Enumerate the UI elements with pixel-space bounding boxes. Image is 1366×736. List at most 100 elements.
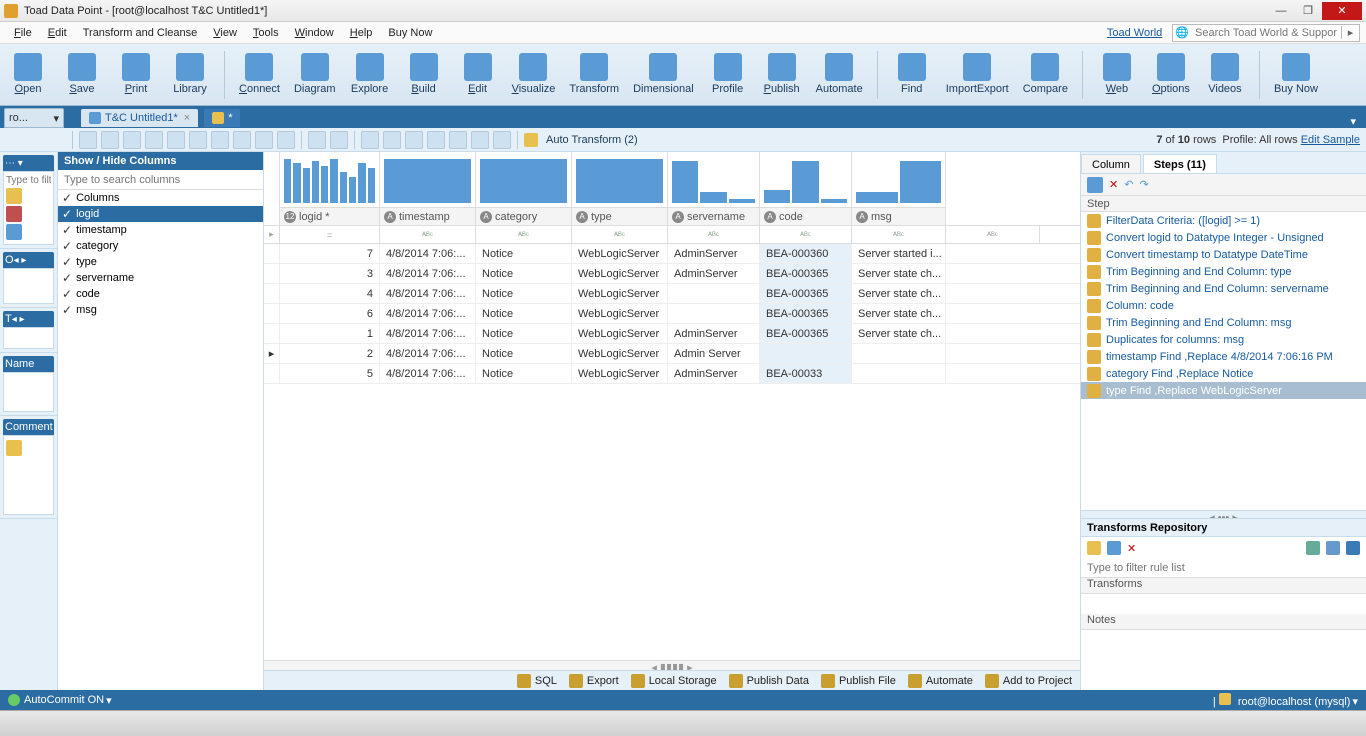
- column-item-servername[interactable]: ✓servername: [58, 270, 263, 286]
- step-item[interactable]: Convert timestamp to Datatype DateTime: [1081, 246, 1366, 263]
- bottom-automate[interactable]: Automate: [908, 674, 973, 688]
- tabs-overflow-icon[interactable]: ▾: [1344, 115, 1362, 128]
- autocommit-label[interactable]: AutoCommit ON: [24, 694, 104, 706]
- ribbon-find[interactable]: Find: [892, 53, 932, 95]
- menu-buy-now[interactable]: Buy Now: [380, 22, 440, 44]
- bottom-publish-data[interactable]: Publish Data: [729, 674, 809, 688]
- step-item[interactable]: category Find ,Replace Notice: [1081, 365, 1366, 382]
- step-item[interactable]: Trim Beginning and End Column: type: [1081, 263, 1366, 280]
- step-item[interactable]: Duplicates for columns: msg: [1081, 331, 1366, 348]
- menu-window[interactable]: Window: [287, 22, 342, 44]
- db-tree-icon[interactable]: [6, 188, 22, 204]
- ribbon-visualize[interactable]: Visualize: [512, 53, 556, 95]
- ribbon-automate[interactable]: Automate: [816, 53, 863, 95]
- table-row[interactable]: 34/8/2014 7:06:...NoticeWebLogicServerAd…: [264, 264, 1080, 284]
- column-header-timestamp[interactable]: Atimestamp: [380, 207, 475, 225]
- connection-dropdown[interactable]: ro...▾: [4, 108, 64, 128]
- step-item[interactable]: FilterData Criteria: ([logid] >= 1): [1081, 212, 1366, 229]
- filter-cell[interactable]: ᴬᴮᶜ: [946, 226, 1040, 243]
- tool-refresh-icon[interactable]: [145, 131, 163, 149]
- ribbon-publish[interactable]: Publish: [762, 53, 802, 95]
- ribbon-diagram[interactable]: Diagram: [294, 53, 336, 95]
- column-header-servername[interactable]: Aservername: [668, 207, 759, 225]
- ribbon-print[interactable]: Print: [116, 53, 156, 95]
- tool-save-icon[interactable]: [361, 131, 379, 149]
- ribbon-buy-now[interactable]: Buy Now: [1274, 53, 1318, 95]
- column-header-type[interactable]: Atype: [572, 207, 667, 225]
- ribbon-build[interactable]: Build: [404, 53, 444, 95]
- column-header-code[interactable]: Acode: [760, 207, 851, 225]
- doc-tab-new[interactable]: *: [203, 108, 241, 128]
- filter-cell[interactable]: ᴬᴮᶜ: [572, 226, 668, 243]
- step-undo-icon[interactable]: ↶: [1124, 178, 1133, 191]
- repo-delete-icon[interactable]: ✕: [1127, 542, 1136, 555]
- column-item-timestamp[interactable]: ✓timestamp: [58, 222, 263, 238]
- minimize-button[interactable]: —: [1268, 2, 1294, 20]
- tool-table-icon[interactable]: [308, 131, 326, 149]
- ribbon-connect[interactable]: Connect: [239, 53, 280, 95]
- tool-calendar-icon[interactable]: [330, 131, 348, 149]
- close-tab-icon[interactable]: ×: [184, 112, 190, 124]
- table-row[interactable]: 54/8/2014 7:06:...NoticeWebLogicServerAd…: [264, 364, 1080, 384]
- ribbon-library[interactable]: Library: [170, 53, 210, 95]
- bottom-add-to-project[interactable]: Add to Project: [985, 674, 1072, 688]
- ribbon-importexport[interactable]: ImportExport: [946, 53, 1009, 95]
- ribbon-options[interactable]: Options: [1151, 53, 1191, 95]
- column-item-code[interactable]: ✓code: [58, 286, 263, 302]
- repo-add-icon[interactable]: [1107, 541, 1121, 555]
- search-go-button[interactable]: ▸: [1341, 26, 1359, 39]
- ribbon-save[interactable]: Save: [62, 53, 102, 95]
- tool-undo-icon[interactable]: [449, 131, 467, 149]
- tool-split-icon[interactable]: [277, 131, 295, 149]
- filter-input[interactable]: [6, 175, 51, 186]
- ribbon-videos[interactable]: Videos: [1205, 53, 1245, 95]
- tool-redo-icon[interactable]: [471, 131, 489, 149]
- step-item[interactable]: Trim Beginning and End Column: servernam…: [1081, 280, 1366, 297]
- filter-cell[interactable]: ᴬᴮᶜ: [760, 226, 852, 243]
- column-item-msg[interactable]: ✓msg: [58, 302, 263, 318]
- repo-export-icon[interactable]: [1326, 541, 1340, 555]
- connection-label[interactable]: root@localhost (mysql): [1238, 696, 1351, 708]
- column-item-category[interactable]: ✓category: [58, 238, 263, 254]
- column-item-columns[interactable]: ✓Columns: [58, 190, 263, 206]
- ribbon-compare[interactable]: Compare: [1023, 53, 1068, 95]
- maximize-button[interactable]: ❐: [1295, 2, 1321, 20]
- table-row[interactable]: 14/8/2014 7:06:...NoticeWebLogicServerAd…: [264, 324, 1080, 344]
- tool-grid-icon[interactable]: [493, 131, 511, 149]
- step-item[interactable]: Trim Beginning and End Column: msg: [1081, 314, 1366, 331]
- comment-key-icon[interactable]: [6, 440, 22, 456]
- table-row[interactable]: 74/8/2014 7:06:...NoticeWebLogicServerAd…: [264, 244, 1080, 264]
- filter-cell[interactable]: ᴬᴮᶜ: [380, 226, 476, 243]
- horizontal-scrollbar[interactable]: ◂ ▮▮▮▮ ▸: [264, 660, 1080, 670]
- column-item-type[interactable]: ✓type: [58, 254, 263, 270]
- tool-export-icon[interactable]: [383, 131, 401, 149]
- filter-cell[interactable]: =: [280, 226, 380, 243]
- close-button[interactable]: ✕: [1322, 2, 1362, 20]
- filter-cell[interactable]: ᴬᴮᶜ: [668, 226, 760, 243]
- ribbon-edit[interactable]: Edit: [458, 53, 498, 95]
- bottom-local-storage[interactable]: Local Storage: [631, 674, 717, 688]
- repo-folder-icon[interactable]: [1087, 541, 1101, 555]
- column-item-logid[interactable]: ✓logid: [58, 206, 263, 222]
- ribbon-explore[interactable]: Explore: [350, 53, 390, 95]
- doc-tab-untitled1[interactable]: T&C Untitled1* ×: [80, 108, 199, 128]
- auto-transform-label[interactable]: Auto Transform (2): [546, 134, 638, 146]
- step-item[interactable]: Column: code: [1081, 297, 1366, 314]
- tool-column-icon[interactable]: [255, 131, 273, 149]
- tool-wand-icon[interactable]: [167, 131, 185, 149]
- menu-edit[interactable]: Edit: [40, 22, 75, 44]
- tab-column[interactable]: Column: [1081, 154, 1141, 173]
- db-table-icon[interactable]: [6, 224, 22, 240]
- tool-group-icon[interactable]: [233, 131, 251, 149]
- tool-sigma-icon[interactable]: [101, 131, 119, 149]
- repo-import-icon[interactable]: [1306, 541, 1320, 555]
- bottom-export[interactable]: Export: [569, 674, 619, 688]
- menu-file[interactable]: File: [6, 22, 40, 44]
- splitter-handle[interactable]: ◂ ••• ▸: [1081, 510, 1366, 518]
- tool-filter-icon[interactable]: [123, 131, 141, 149]
- db-object-icon[interactable]: [6, 206, 22, 222]
- bottom-publish-file[interactable]: Publish File: [821, 674, 896, 688]
- search-box[interactable]: 🌐 ▸: [1172, 24, 1360, 42]
- repo-open-icon[interactable]: [1346, 541, 1360, 555]
- repo-filter-input[interactable]: [1081, 559, 1366, 578]
